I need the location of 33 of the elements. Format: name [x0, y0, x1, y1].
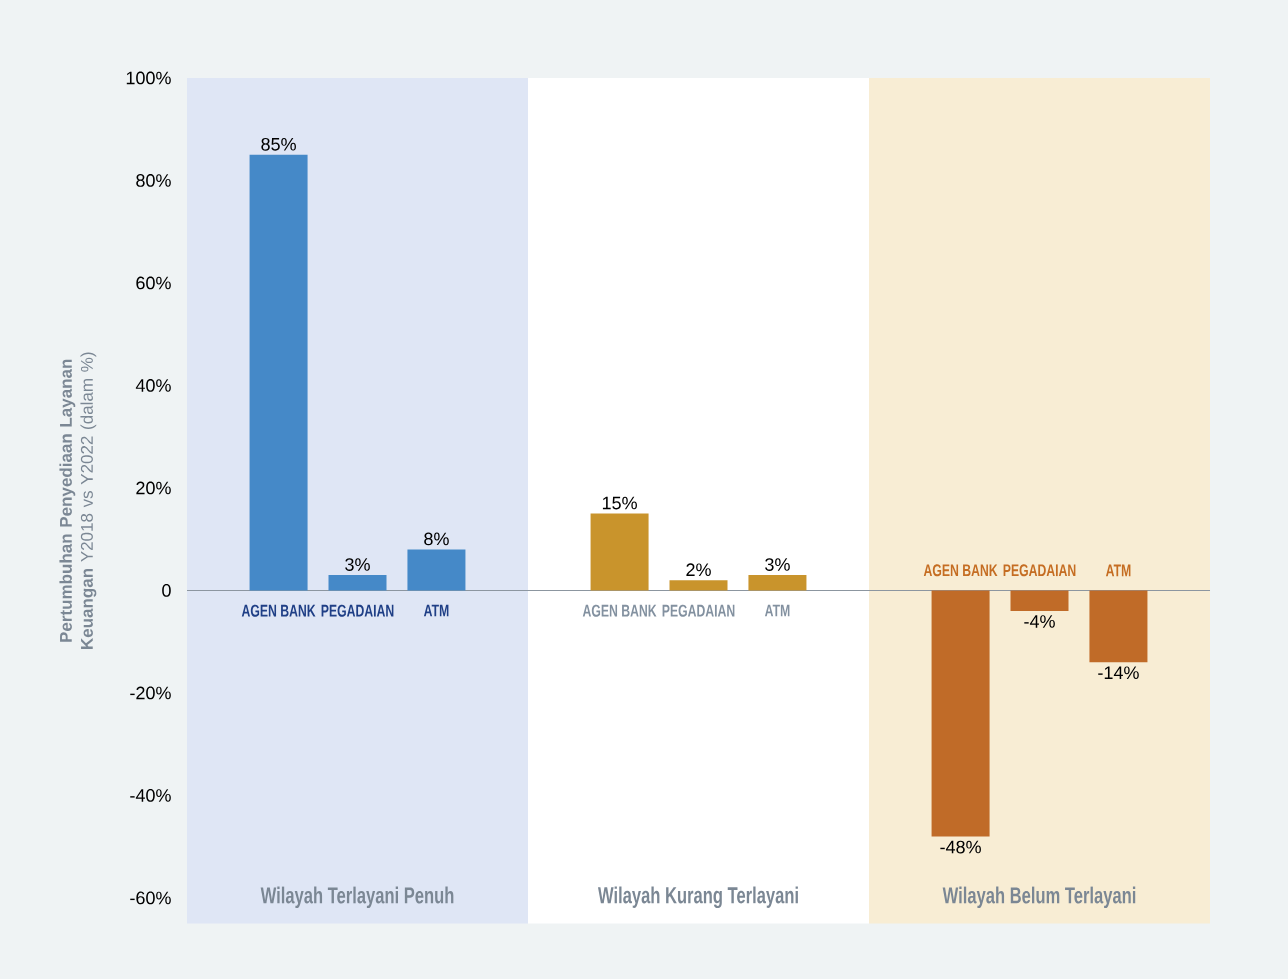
x-tick-label: AGEN BANK	[241, 604, 316, 617]
y-tick-label: -40%	[130, 789, 171, 802]
data-label: 3%	[765, 558, 790, 571]
x-axis-title: Wilayah Kurang Terlayani	[597, 886, 798, 909]
data-label: -48%	[940, 840, 981, 854]
x-tick-label: PEGADAIAN	[321, 604, 394, 617]
data-label: 85%	[261, 137, 296, 151]
x-tick-label: ATM	[1105, 564, 1131, 577]
x-axis-title: Wilayah Terlayani Penuh	[260, 886, 454, 909]
y-tick-label: 100%	[126, 71, 171, 85]
y-tick-label: 40%	[135, 379, 171, 392]
y-tick-label: 20%	[136, 481, 171, 495]
y-tick-label: 60%	[136, 276, 171, 290]
x-tick-label: ATM	[764, 604, 790, 617]
x-axis-title: Wilayah Belum Terlayani	[942, 886, 1136, 909]
x-tick-label: AGEN BANK	[923, 564, 998, 577]
x-tick-label: PEGADAIAN	[662, 604, 735, 617]
data-label: 8%	[424, 532, 449, 546]
y-tick-label: -60%	[130, 891, 171, 905]
data-label: -4%	[1024, 615, 1055, 628]
x-tick-label: ATM	[423, 604, 449, 617]
data-label: -14%	[1098, 666, 1139, 680]
data-label: 3%	[345, 558, 370, 571]
y-tick-label: -20%	[130, 686, 171, 700]
x-tick-label: AGEN BANK	[582, 604, 657, 617]
bar	[249, 154, 308, 591]
bar	[407, 549, 466, 591]
x-tick-label: PEGADAIAN	[1003, 564, 1076, 577]
data-label: 2%	[686, 563, 711, 577]
y-tick-label: 0	[162, 584, 171, 597]
data-label: 15%	[602, 496, 637, 510]
bar	[328, 575, 387, 591]
y-tick-label: 80%	[136, 174, 171, 187]
